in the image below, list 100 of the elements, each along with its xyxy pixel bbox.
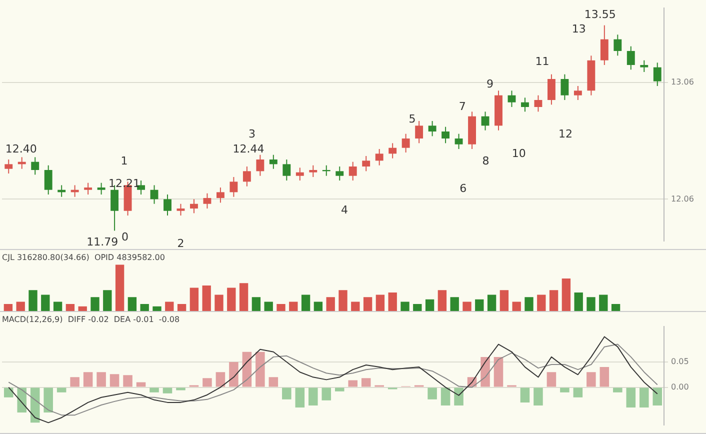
bar: [462, 302, 472, 311]
bar: [78, 306, 87, 311]
candlestick: [481, 111, 490, 131]
bar: [115, 264, 124, 311]
bar: [512, 302, 521, 311]
candlestick: [653, 62, 662, 86]
bar: [162, 388, 172, 394]
bar: [322, 388, 332, 400]
bar: [562, 278, 571, 311]
candlestick: [4, 159, 13, 174]
bar: [264, 302, 273, 311]
bar: [388, 292, 397, 311]
candlestick: [600, 24, 608, 66]
bar: [480, 356, 490, 387]
bar: [70, 377, 80, 387]
bar: [214, 294, 224, 311]
annotation: 3: [248, 127, 256, 140]
y-tick-label: 12.06: [671, 194, 694, 204]
candlestick: [190, 198, 198, 214]
candlestick: [574, 85, 582, 100]
y-tick-label: 0.05: [671, 357, 689, 366]
candlestick: [44, 164, 52, 196]
bar: [140, 304, 149, 311]
annotation: 8: [482, 154, 490, 168]
bar: [348, 380, 358, 387]
bar: [425, 299, 434, 311]
annotation: 0: [121, 230, 128, 244]
candlestick: [309, 164, 318, 178]
bar: [351, 302, 360, 311]
annotation: 6: [460, 182, 467, 196]
bar: [428, 388, 437, 400]
bar: [400, 302, 410, 311]
chart-title: MACD(12,26,9) DIFF -0.02 DEA -0.01 -0.08: [2, 314, 180, 324]
bar: [626, 388, 636, 408]
bar: [227, 288, 236, 311]
candlestick: [560, 74, 569, 100]
bar: [256, 352, 265, 387]
bar: [66, 304, 75, 311]
bar: [546, 372, 556, 387]
candlestick: [521, 97, 529, 112]
bar: [640, 388, 649, 408]
annotation: 11: [535, 55, 550, 68]
bar: [599, 294, 608, 311]
candlestick: [428, 120, 436, 137]
bar: [314, 302, 323, 311]
bar: [176, 388, 186, 390]
annotation: 9: [486, 78, 494, 91]
bar: [229, 362, 238, 387]
annotation: 4: [341, 203, 348, 216]
bar: [376, 294, 385, 311]
bar: [202, 285, 211, 311]
bar: [136, 382, 146, 387]
candlestick: [137, 180, 145, 196]
candlestick: [150, 184, 158, 204]
bar: [202, 378, 212, 387]
candlestick: [375, 148, 384, 166]
chart-title: CJL 316280.80(34.66) OPID 4839582.00: [2, 252, 165, 262]
annotation: 12.40: [5, 142, 37, 156]
candlestick: [626, 46, 635, 70]
candlestick: [164, 194, 172, 216]
bar: [573, 388, 583, 398]
bar: [586, 297, 596, 311]
bar: [413, 304, 422, 311]
bar: [128, 297, 137, 311]
bar: [611, 304, 620, 311]
candlestick: [336, 166, 344, 182]
candlestick: [230, 176, 238, 198]
bar: [4, 388, 14, 398]
annotation: 1: [120, 154, 128, 168]
bar: [338, 290, 348, 311]
candlestick: [348, 161, 357, 182]
candlestick: [442, 126, 450, 144]
y-tick-label: 13.06: [671, 78, 694, 87]
bar: [524, 297, 534, 311]
candlestick: [415, 120, 424, 144]
bar: [282, 388, 292, 400]
annotation: 2: [177, 236, 184, 250]
y-tick-label: 0.00: [671, 382, 689, 392]
bar: [487, 294, 496, 311]
bar: [150, 388, 159, 392]
bar: [361, 378, 371, 387]
candlestick: [640, 60, 648, 72]
candlestick: [362, 156, 370, 172]
bar: [652, 388, 662, 406]
candlestick: [402, 133, 410, 154]
bar: [450, 297, 459, 311]
bar: [549, 290, 558, 311]
candlestick: [508, 90, 516, 108]
bar: [363, 297, 372, 311]
bar: [56, 388, 66, 392]
annotation: 7: [458, 100, 466, 113]
bar: [123, 375, 132, 387]
candlestick: [388, 142, 397, 159]
candlestick: [97, 182, 106, 196]
candlestick: [84, 182, 92, 196]
bar: [165, 302, 174, 311]
bar: [83, 372, 93, 387]
candlestick: [31, 156, 40, 176]
candlestick: [614, 34, 622, 56]
candlestick: [547, 74, 556, 106]
